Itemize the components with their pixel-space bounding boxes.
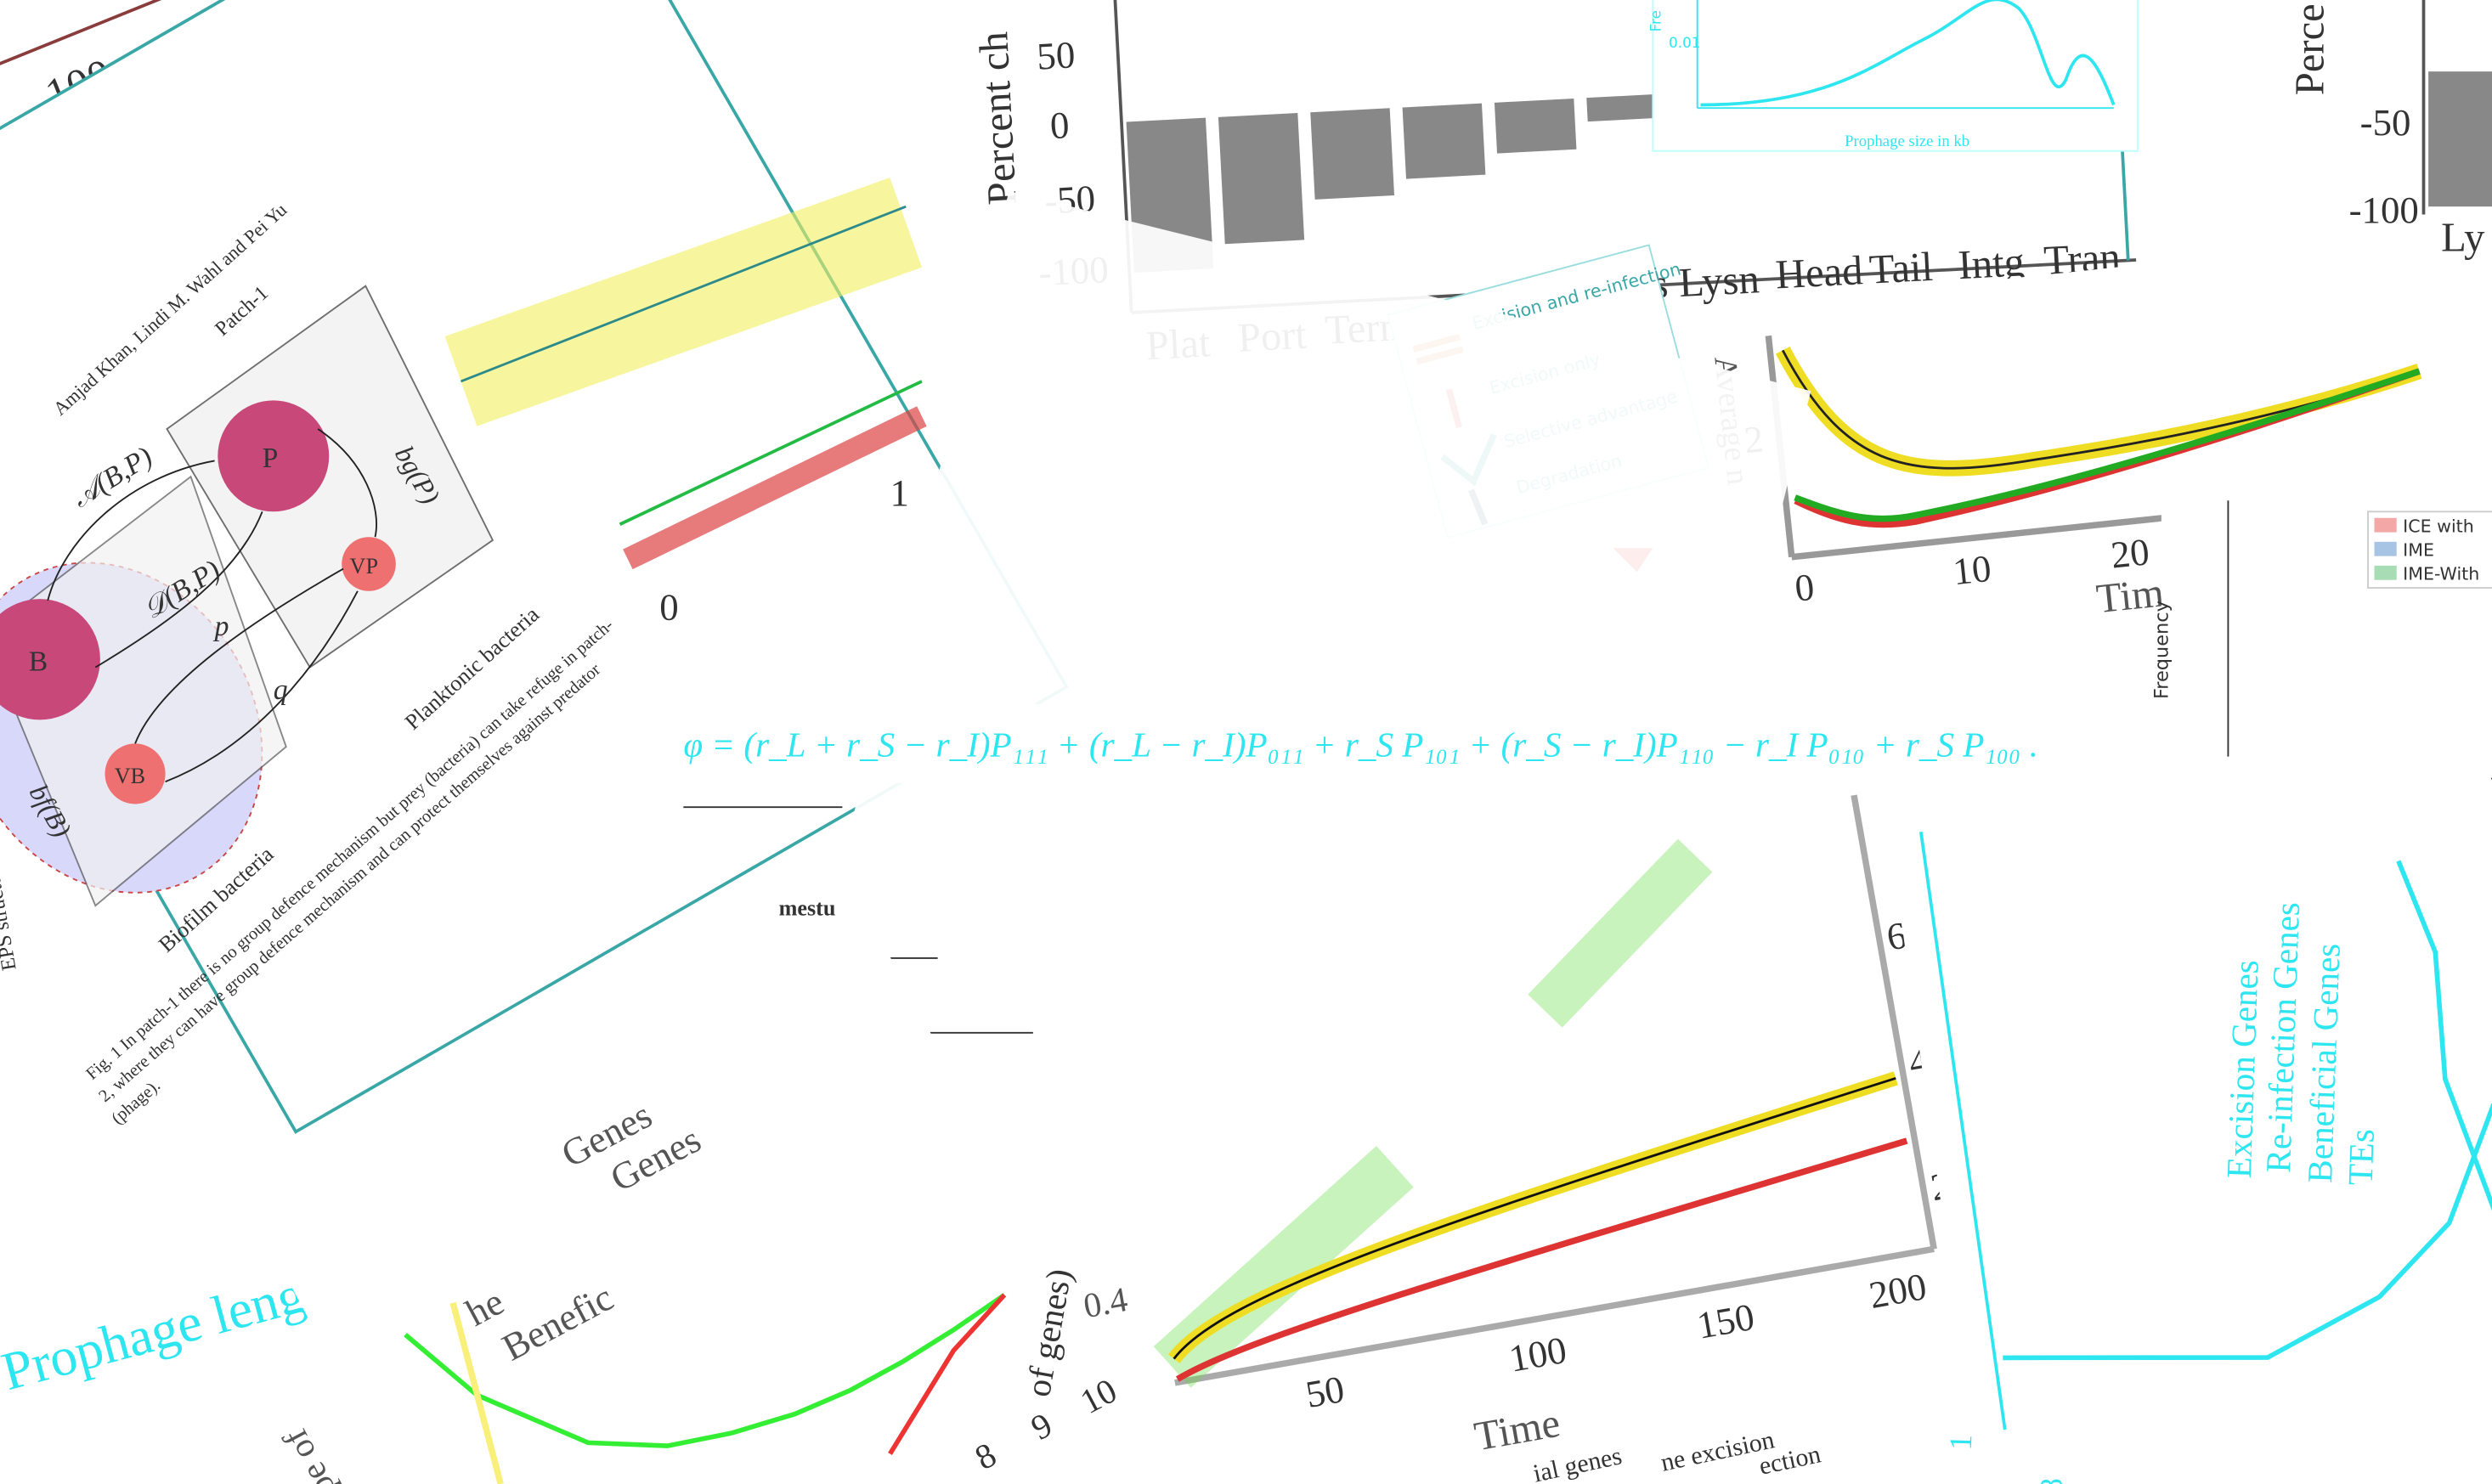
arrow	[317, 428, 377, 538]
legend-swatch	[2374, 517, 2397, 533]
y-tick-label: 1	[1944, 1434, 1980, 1451]
legend-label: TEs	[2341, 1128, 2382, 1186]
patch-box	[0, 475, 287, 907]
region-label: EPS structure	[0, 857, 21, 973]
y-tick-label: 0.4	[1081, 1279, 1131, 1325]
y-tick-label: -100	[2349, 189, 2419, 231]
x-tick-label: Lysn	[1678, 256, 1760, 306]
density-curve	[1700, 0, 2116, 107]
x-tick-label: 50	[1303, 1368, 1348, 1416]
noise-band	[1528, 838, 1713, 1028]
legend-label: Beneficial Genes	[2300, 943, 2348, 1183]
panel	[258, 905, 1132, 1484]
noise-band	[444, 178, 923, 426]
edge-label: q	[274, 674, 288, 706]
node	[342, 537, 396, 591]
line-bottom-right: Excision Genes Re-infection Genes Benefi…	[1885, 720, 2492, 1484]
equation: φ = (r_L + r_S − r_I)P₁₁₁ + (r_L − r_I)P…	[683, 725, 2037, 765]
legend-label: Re-infection Genes	[2258, 901, 2307, 1173]
mean-line	[460, 205, 907, 383]
axis	[1174, 1245, 1935, 1386]
arrow	[134, 567, 344, 744]
y-axis-label: Frequency	[2150, 601, 2173, 699]
x-tick-label: 200	[1866, 1265, 1930, 1317]
bar	[1218, 112, 1305, 245]
legend-swatch	[2374, 541, 2397, 556]
line	[0, 0, 325, 77]
panel	[1652, 0, 2139, 152]
axis	[1918, 831, 2007, 1430]
y-tick-label: 50	[1036, 33, 1076, 77]
line	[449, 1301, 504, 1484]
line	[404, 1293, 1006, 1448]
table-cell: mestu	[779, 895, 836, 920]
node-label: VP	[350, 554, 378, 578]
legend-label: Excision Genes	[2219, 959, 2266, 1178]
line	[2396, 860, 2492, 1248]
line	[2003, 1103, 2492, 1361]
panel	[1885, 720, 2492, 1484]
axis	[1851, 794, 1937, 1250]
x-tick-label: 20	[2109, 530, 2151, 576]
bar	[1310, 108, 1395, 200]
x-tick-label: Ly	[2441, 215, 2485, 261]
noise-band	[623, 406, 927, 570]
patch-box	[166, 285, 494, 669]
node	[218, 400, 330, 512]
x-tick-label: Head	[1774, 247, 1863, 297]
y-axis-label: Percent ch	[970, 31, 1026, 206]
x-tick-label: 0	[1793, 566, 1817, 610]
legend-label: IME	[2403, 540, 2434, 561]
y-tick-label: -50	[2360, 101, 2411, 144]
x-axis-label: Prophage size in kb	[1845, 133, 1969, 150]
x-tick-label: Tail	[1868, 244, 1935, 293]
bar	[2428, 71, 2492, 207]
y-tick-label: 0.01	[1669, 34, 1700, 51]
legend-swatch	[2374, 565, 2397, 580]
y-tick-label: 0	[1049, 104, 1071, 147]
legend-label: IME-With	[2403, 564, 2479, 584]
line	[1794, 368, 2421, 522]
y-axis-label: Fre	[1647, 10, 1664, 31]
panel	[1063, 788, 1998, 1484]
line	[888, 1293, 1007, 1455]
y-axis-label: ype of	[275, 1423, 352, 1484]
node-label: P	[263, 443, 279, 474]
phi-band	[651, 703, 1860, 784]
legend-label: ICE with	[2403, 516, 2474, 537]
tick-label: 0	[659, 585, 678, 628]
edge-label: p	[213, 611, 229, 642]
y-tick-label: 0.8	[2033, 1477, 2070, 1484]
arrow	[94, 511, 263, 669]
line	[619, 380, 923, 526]
node-label: B	[29, 646, 48, 677]
bar-right: Perce -50 -100 Ly	[2287, 0, 2492, 261]
line	[1173, 1077, 1896, 1360]
tick-label: 1	[890, 471, 909, 514]
x-tick-label: 10	[1951, 547, 1993, 593]
node	[105, 743, 166, 804]
node	[0, 599, 100, 720]
arrow	[47, 460, 215, 601]
bar	[1586, 93, 1668, 122]
x-tick-label: 100	[1506, 1329, 1569, 1380]
bar	[1494, 98, 1577, 154]
arrow	[165, 590, 359, 783]
line	[1175, 1137, 1908, 1382]
lines-bottom: 2 4 6 Average number of g 50 100 150 200…	[1063, 788, 2013, 1484]
node-label: VB	[115, 764, 145, 788]
x-axis-label: Tim	[2094, 569, 2167, 622]
bar-bottom: Genes Genes he Benefic 0.6 ype of 8 9 10	[258, 905, 1132, 1484]
bar	[1402, 103, 1486, 179]
y-axis-label: Perce	[2287, 3, 2333, 95]
x-tick-label: 150	[1694, 1295, 1758, 1347]
hist-top: 0.01 Fre Prophage size in kb	[1647, 0, 2139, 152]
